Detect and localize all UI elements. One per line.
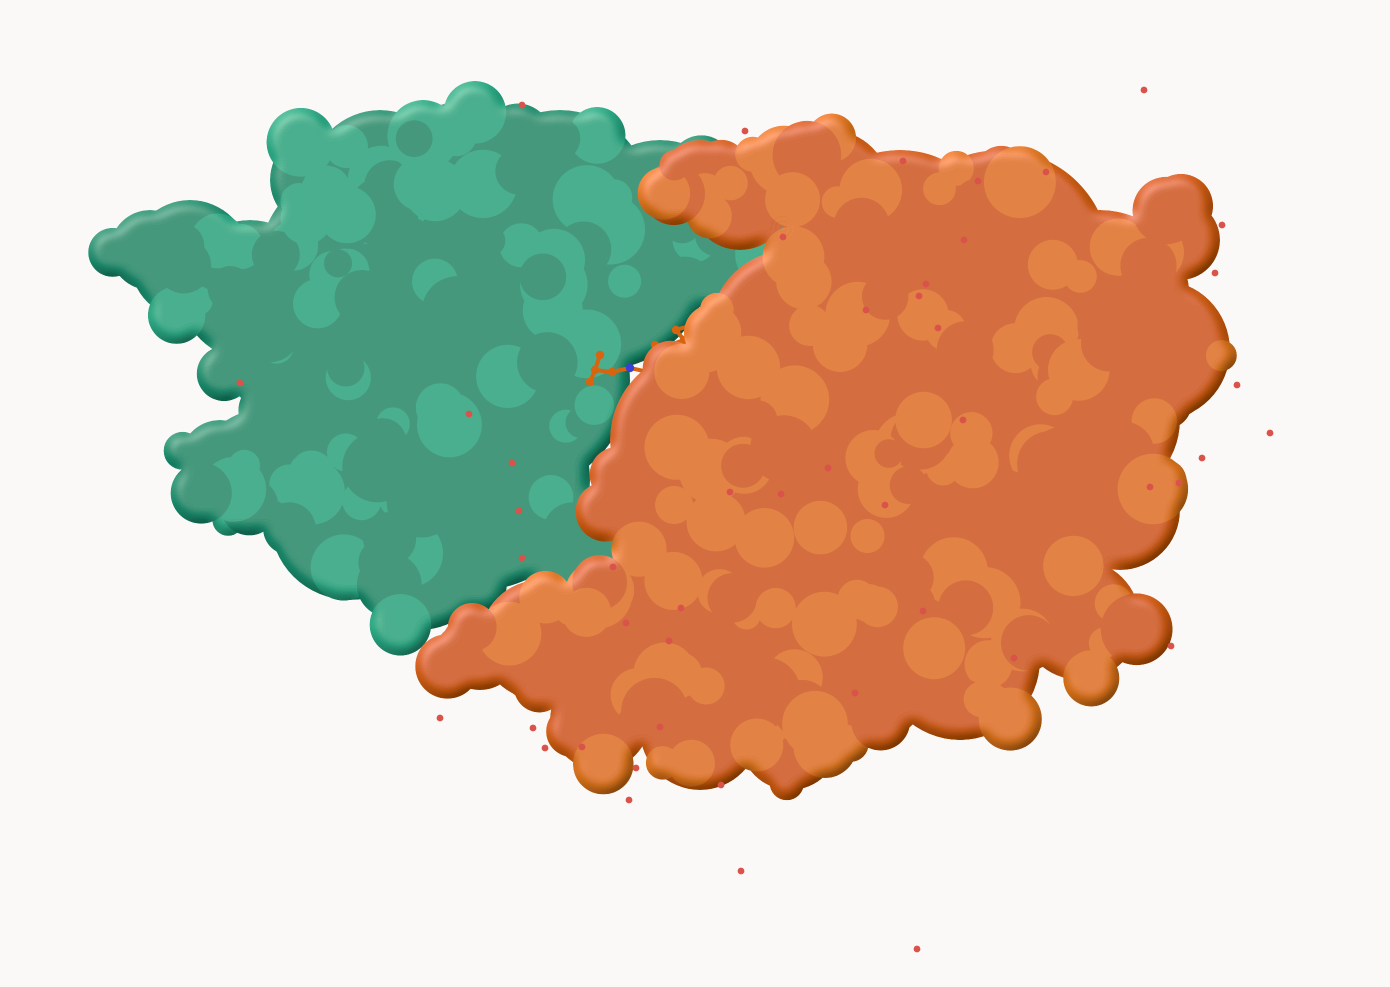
water-sphere: [726, 488, 734, 496]
ligand-atom: [585, 377, 595, 387]
water-sphere: [974, 177, 982, 185]
water-sphere: [915, 292, 923, 300]
water-sphere: [236, 379, 244, 387]
water-sphere: [541, 744, 549, 752]
water-sphere: [518, 101, 526, 109]
water-sphere: [824, 464, 832, 472]
water-sphere: [851, 689, 859, 697]
water-sphere: [508, 459, 516, 467]
water-sphere: [518, 554, 526, 562]
water-sphere: [529, 724, 537, 732]
water-sphere: [1233, 381, 1241, 389]
ligand-atom: [607, 367, 617, 377]
water-sphere: [1167, 642, 1175, 650]
water-sphere: [881, 501, 889, 509]
water-sphere: [1218, 221, 1226, 229]
water-sphere: [779, 233, 787, 241]
chain-b-surface[interactable]: [415, 113, 1237, 801]
water-sphere: [737, 867, 745, 875]
water-sphere: [862, 306, 870, 314]
water-sphere: [922, 280, 930, 288]
water-sphere: [436, 714, 444, 722]
water-sphere: [1266, 429, 1274, 437]
water-sphere: [741, 127, 749, 135]
water-sphere: [1175, 479, 1183, 487]
water-sphere: [960, 236, 968, 244]
water-sphere: [777, 490, 785, 498]
water-sphere: [919, 607, 927, 615]
water-sphere: [913, 945, 921, 953]
water-sphere: [1140, 86, 1148, 94]
water-sphere: [959, 416, 967, 424]
water-sphere: [1042, 168, 1050, 176]
ligand-atom: [671, 325, 681, 335]
ligand-atom: [625, 363, 635, 373]
water-sphere: [1198, 454, 1206, 462]
water-sphere: [899, 157, 907, 165]
water-sphere: [677, 604, 685, 612]
water-sphere: [1010, 654, 1018, 662]
water-sphere: [515, 507, 523, 515]
water-sphere: [1211, 269, 1219, 277]
water-sphere: [578, 743, 586, 751]
water-sphere: [717, 781, 725, 789]
water-sphere: [609, 563, 617, 571]
water-sphere: [622, 619, 630, 627]
water-sphere: [656, 723, 664, 731]
ligand-atom: [595, 350, 605, 360]
water-molecules: [236, 86, 1274, 953]
water-sphere: [1146, 483, 1154, 491]
water-sphere: [625, 796, 633, 804]
water-sphere: [934, 324, 942, 332]
ligand-atom: [590, 365, 600, 375]
water-sphere: [465, 410, 473, 418]
water-sphere: [665, 637, 673, 645]
chain-a-surface[interactable]: [88, 81, 844, 730]
water-sphere: [632, 764, 640, 772]
